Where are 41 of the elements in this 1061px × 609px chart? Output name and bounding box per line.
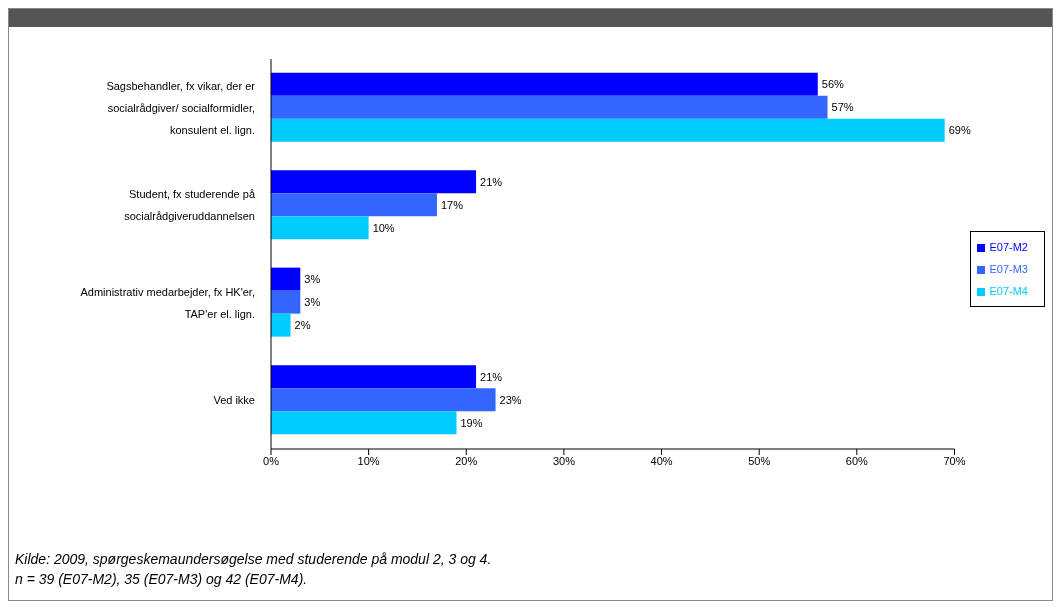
data-label: 56%	[821, 78, 845, 91]
bar	[271, 72, 818, 96]
y-tick-label: Administrativ medarbejder, fx HK'er, TAP'er el. lign.	[80, 285, 255, 320]
data-label: 3%	[304, 273, 321, 286]
x-tick-label: 30%	[552, 454, 576, 467]
bar	[271, 170, 477, 194]
data-label: 17%	[440, 198, 464, 211]
data-label: 3%	[304, 296, 321, 309]
bar	[271, 365, 477, 389]
data-label: 23%	[499, 393, 522, 406]
bar	[271, 267, 301, 291]
text: Kilde: 2009, spørgeskemaundersøgelse med studerende på modul 2, 3 og 4.	[15, 550, 492, 569]
data-label: 69%	[948, 124, 971, 137]
x-tick-label: 20%	[455, 454, 478, 467]
data-label: 10%	[372, 221, 395, 234]
data-label: 2%	[294, 319, 311, 332]
y-tick-label: Ved ikke	[213, 394, 255, 407]
data-label: 19%	[460, 416, 483, 429]
y-tick-label: Student, fx studerende på socialrådgiveruddannelsen	[124, 188, 256, 223]
legend-label: E07-M4	[989, 285, 1028, 297]
bar	[271, 290, 301, 314]
data-label: 57%	[831, 101, 854, 114]
bar	[271, 411, 457, 435]
x-tick-label: 40%	[650, 454, 673, 467]
x-tick-label: 50%	[748, 454, 771, 467]
bar	[271, 388, 496, 412]
bar	[271, 193, 437, 217]
data-label: 21%	[480, 175, 503, 188]
legend-label: E07-M3	[989, 263, 1028, 275]
x-tick-label: 70%	[943, 454, 966, 467]
bar	[271, 313, 291, 337]
text: n = 39 (E07-M2), 35 (E07-M3) og 42 (E07-M4).	[15, 570, 309, 589]
bar	[271, 95, 828, 119]
data-label: 21%	[480, 370, 503, 383]
x-tick-label: 10%	[357, 454, 380, 467]
y-tick-label: Sagsbehandler, fx vikar, der er socialrådgiver/ socialformidler, konsulent el. lign.	[106, 79, 256, 136]
legend-label: E07-M2	[989, 241, 1028, 253]
bar	[271, 216, 369, 240]
x-tick-label: 0%	[263, 454, 280, 467]
bar	[271, 118, 945, 142]
x-tick-label: 60%	[845, 454, 869, 467]
